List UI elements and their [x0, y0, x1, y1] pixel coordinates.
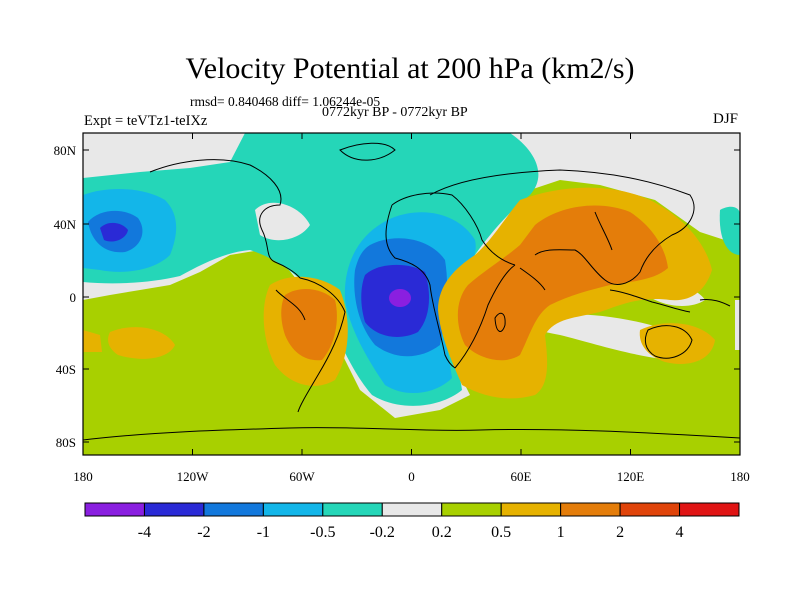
colorbar-swatch — [679, 502, 740, 517]
contour-field — [83, 133, 740, 455]
colorbar-label: 4 — [676, 524, 684, 541]
latitude-tick-label: 80N — [54, 143, 77, 158]
longitude-labels: 180 120W 60W 0 60E 120E 180 — [73, 469, 750, 484]
colorbar-swatch — [441, 502, 502, 517]
latitude-tick-label: 40N — [54, 217, 77, 232]
colorbar-label: -2 — [197, 524, 210, 541]
axis-ticks — [82, 133, 741, 455]
longitude-tick-label: 120W — [177, 469, 210, 484]
longitude-tick-label: 180 — [730, 469, 750, 484]
period-label: 0772kyr BP - 0772kyr BP — [322, 105, 468, 120]
colorbar — [84, 502, 740, 517]
colorbar-swatch — [262, 502, 324, 517]
latitude-tick-label: 0 — [70, 290, 77, 305]
colorbar-swatch — [560, 502, 621, 517]
colorbar-label: -1 — [257, 524, 270, 541]
colorbar-swatch — [322, 502, 383, 517]
latitude-tick-label: 40S — [56, 362, 76, 377]
colorbar-labels: -4 -2 -1 -0.5 -0.2 0.2 0.5 1 2 4 — [138, 524, 684, 541]
colorbar-label: 2 — [616, 524, 624, 541]
plot-title: Velocity Potential at 200 hPa (km2/s) — [185, 52, 635, 85]
colorbar-swatch — [619, 502, 681, 517]
colorbar-swatch — [203, 502, 264, 517]
stats-label: rmsd= 0.840468 diff= 1.06244e-05 — [190, 94, 381, 109]
colorbar-swatch — [381, 502, 443, 517]
longitude-tick-label: 60W — [289, 469, 315, 484]
latitude-tick-label: 80S — [56, 435, 76, 450]
latitude-labels: 80N 40N 0 40S 80S — [54, 143, 77, 450]
longitude-tick-label: 180 — [73, 469, 93, 484]
longitude-tick-label: 60E — [511, 469, 532, 484]
colorbar-swatch — [143, 502, 205, 517]
colorbar-swatch — [500, 502, 562, 517]
contour-minimum — [389, 289, 411, 307]
experiment-label: Expt = teVTz1-teIXz — [84, 113, 208, 129]
colorbar-label: 1 — [557, 524, 565, 541]
colorbar-swatch — [84, 502, 145, 517]
colorbar-label: -0.2 — [370, 524, 395, 541]
longitude-tick-label: 120E — [617, 469, 645, 484]
colorbar-label: 0.5 — [491, 524, 511, 541]
colorbar-label: -4 — [138, 524, 151, 541]
contour-orange — [457, 205, 668, 361]
colorbar-label: -0.5 — [310, 524, 335, 541]
coastlines — [83, 142, 740, 441]
season-label: DJF — [713, 111, 739, 127]
longitude-tick-label: 0 — [408, 469, 415, 484]
colorbar-label: 0.2 — [432, 524, 452, 541]
